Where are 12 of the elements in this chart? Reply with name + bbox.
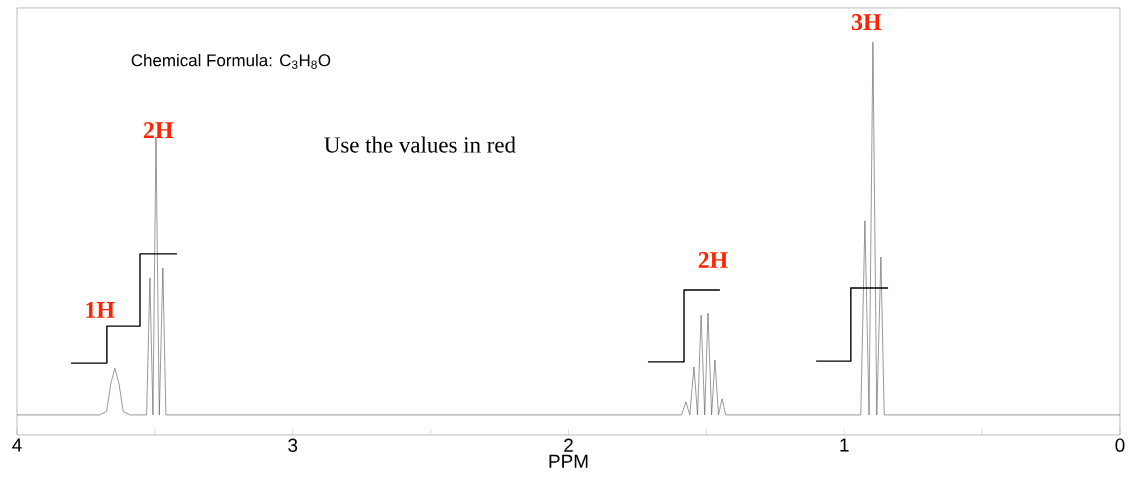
annotation: Chemical Formula: C$_{3}$H$_{8}$O xyxy=(131,53,331,69)
annotation: 2H xyxy=(143,122,174,139)
text: 3H xyxy=(851,14,882,31)
annotation: 2H xyxy=(698,252,728,268)
x-tick-label: 3 xyxy=(288,438,298,452)
annotation: Use the values in red xyxy=(324,136,516,153)
annotation: 1H xyxy=(86,301,115,318)
x-tick-label: 0 xyxy=(1115,438,1125,452)
x-tick-label: 1 xyxy=(840,438,849,452)
x-tick-label: 4 xyxy=(12,438,22,452)
x-tick-label: 2 xyxy=(564,438,573,452)
x-axis-title: PPM xyxy=(549,454,588,468)
